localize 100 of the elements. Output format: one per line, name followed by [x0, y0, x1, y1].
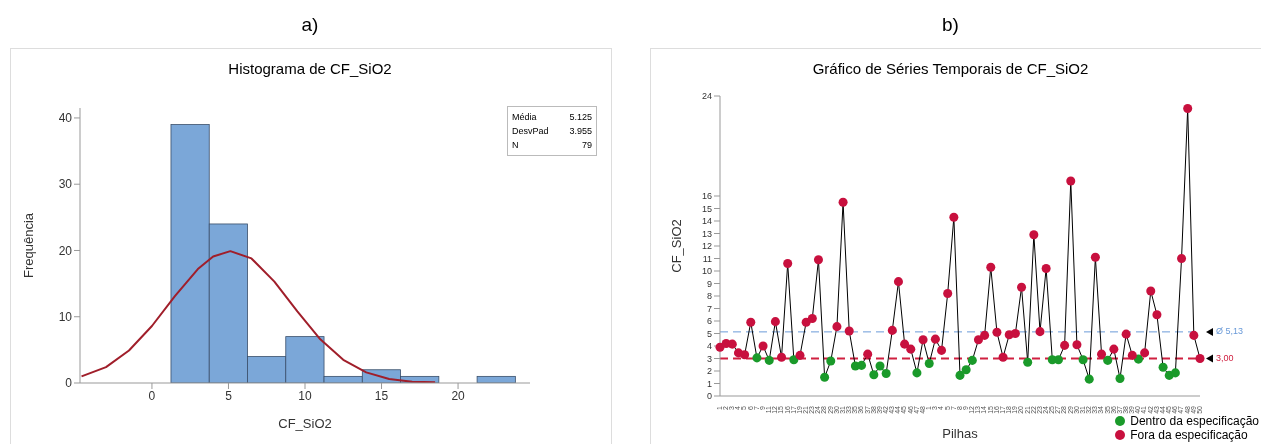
point — [758, 341, 768, 351]
y-tick-label: 10 — [701, 266, 712, 277]
x-axis-title: Pilhas — [942, 426, 979, 441]
point — [752, 353, 762, 363]
point — [789, 355, 799, 365]
point — [1072, 340, 1082, 350]
y-tick-label: 11 — [702, 253, 712, 264]
point — [937, 345, 947, 355]
y-tick-label: 6 — [706, 316, 712, 327]
y-tick-label: 10 — [58, 309, 73, 324]
point — [1023, 357, 1033, 367]
point — [826, 356, 836, 366]
point — [1103, 355, 1113, 365]
point — [1035, 327, 1045, 337]
point — [1158, 362, 1168, 372]
point — [740, 350, 750, 360]
y-tick-label: 16 — [701, 191, 712, 202]
point — [832, 322, 842, 332]
point — [857, 360, 867, 370]
x-tick-label: 10 — [298, 388, 312, 403]
y-tick-label: 30 — [58, 177, 73, 192]
point — [783, 258, 793, 269]
point — [1177, 253, 1187, 264]
y-tick-label: 15 — [701, 203, 712, 214]
y-tick-label: 2 — [706, 366, 712, 377]
text: b) — [941, 14, 960, 36]
point — [893, 277, 903, 287]
point — [943, 288, 953, 299]
point — [930, 334, 940, 344]
y-tick-label: 14 — [701, 216, 712, 227]
point — [1097, 349, 1107, 359]
point — [881, 368, 891, 379]
point — [820, 372, 830, 382]
point — [1060, 340, 1070, 350]
point — [986, 262, 996, 272]
point — [906, 344, 916, 354]
point — [863, 349, 873, 359]
point — [1066, 176, 1076, 186]
y-tick-label: 3 — [706, 353, 712, 364]
point — [980, 330, 990, 340]
point — [1189, 330, 1199, 340]
point — [1127, 350, 1137, 360]
text: N 79 — [512, 140, 592, 150]
y-tick-label: 9 — [706, 278, 712, 289]
point — [1170, 368, 1180, 378]
point — [770, 317, 780, 327]
x-axis-title: CF_SiO2 — [278, 416, 332, 431]
text: DesvPad 3.955 — [512, 126, 592, 136]
legend-label: Dentro da especificação — [1130, 414, 1259, 428]
point — [967, 355, 977, 365]
point — [1140, 348, 1150, 358]
y-tick-label: 20 — [58, 243, 73, 258]
text: Média 5.125 — [512, 112, 592, 122]
y-axis-title: Frequência — [20, 212, 36, 279]
point — [887, 325, 897, 335]
ref-line-label: 3,00 — [1216, 352, 1234, 363]
point — [1121, 329, 1131, 339]
y-tick-label: 1 — [706, 378, 712, 389]
y-tick-label: 13 — [701, 228, 712, 239]
point — [1195, 353, 1205, 364]
point — [777, 352, 787, 362]
y-axis-title: CF_SiO2 — [668, 219, 684, 273]
point — [795, 350, 805, 360]
point — [955, 370, 965, 380]
point — [918, 335, 928, 345]
point — [844, 326, 854, 336]
x-tick-label: 15 — [374, 388, 389, 403]
point — [1029, 230, 1039, 240]
point — [900, 339, 910, 349]
y-tick-label: 5 — [706, 328, 712, 339]
legend-label: Fora da especificação — [1130, 428, 1248, 442]
point — [838, 197, 848, 207]
point — [1183, 103, 1193, 114]
point — [1084, 374, 1094, 384]
ref-line-label: Ø 5,13 — [1216, 326, 1244, 337]
point — [961, 365, 971, 375]
point — [1090, 252, 1100, 262]
point — [1115, 373, 1125, 384]
point — [813, 255, 823, 265]
chart-title: Histograma de CF_SiO2 — [227, 60, 393, 77]
point — [869, 370, 879, 380]
point — [1017, 282, 1027, 292]
point — [973, 335, 983, 345]
y-tick-label: 12 — [701, 241, 712, 252]
y-tick-label: 40 — [58, 111, 73, 126]
y-tick-label: 0 — [65, 376, 73, 391]
x-tick-label: 0 — [148, 388, 156, 403]
point — [875, 361, 885, 371]
chart-title: Gráfico de Séries Temporais de CF_SiO2 — [811, 60, 1090, 77]
y-tick-label: 24 — [701, 91, 712, 102]
point — [1078, 355, 1088, 365]
point — [746, 317, 756, 327]
point — [1010, 328, 1020, 339]
point — [1152, 310, 1162, 320]
x-tick-label: 20 — [451, 388, 466, 403]
text: a) — [300, 14, 320, 36]
y-tick-label: 4 — [706, 341, 712, 352]
point — [1146, 286, 1156, 296]
y-tick-label: 7 — [706, 303, 712, 314]
point — [992, 327, 1002, 337]
